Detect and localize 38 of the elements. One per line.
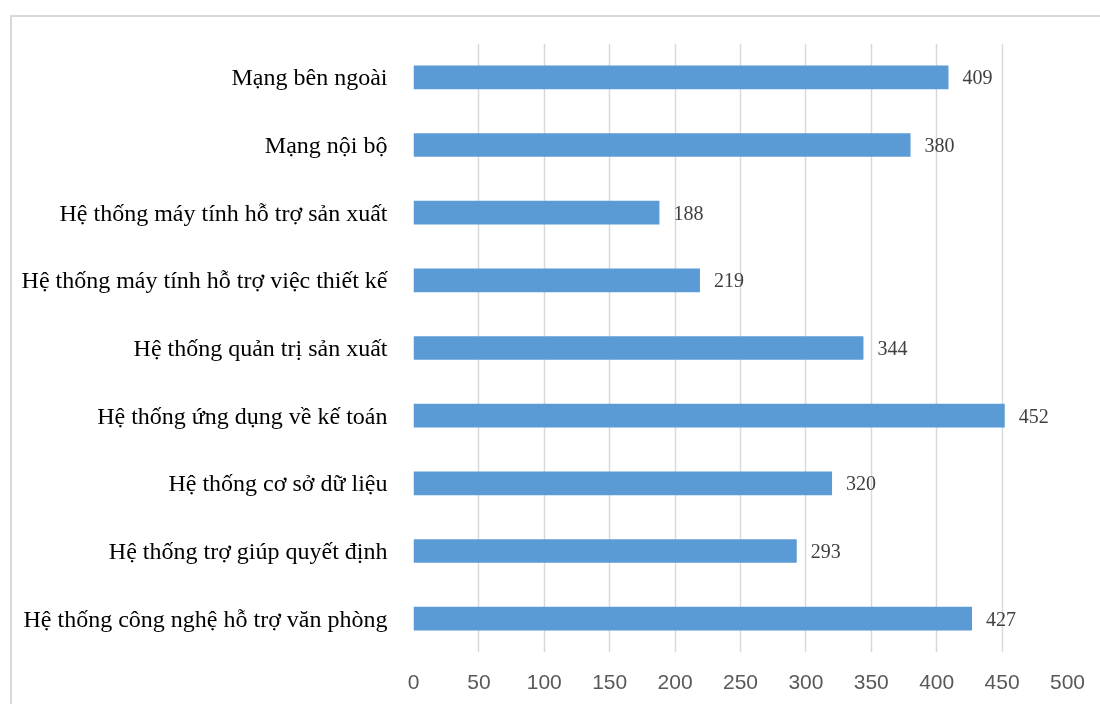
bar (413, 65, 949, 90)
x-tick-label: 250 (722, 669, 759, 693)
data-label: 219 (713, 269, 744, 292)
x-tick-label: 200 (657, 669, 693, 693)
y-tick-label: Hệ thống quản trị sản xuất (133, 335, 388, 361)
x-tick-label: 350 (853, 669, 889, 693)
bar (413, 471, 833, 496)
data-label: 293 (810, 540, 841, 562)
bar (413, 606, 973, 631)
data-label: 344 (877, 337, 908, 359)
x-tick-label: 150 (592, 669, 628, 693)
data-label: 452 (1018, 404, 1049, 427)
bar (413, 133, 911, 157)
bar (413, 336, 864, 360)
y-tick-label: Mạng nội bộ (264, 132, 388, 158)
bar (413, 200, 660, 225)
y-tick-label: Hệ thống trợ giúp quyết định (108, 538, 388, 564)
y-tick-label: Hệ thống máy tính hỗ trợ việc thiết kế (21, 267, 389, 294)
bar (413, 539, 797, 563)
bar (413, 268, 700, 293)
y-tick-label: Hệ thống công nghệ hỗ trợ văn phòng (23, 605, 388, 632)
x-tick-label: 400 (919, 669, 955, 693)
data-label: 427 (986, 607, 1017, 630)
data-label: 188 (673, 201, 704, 224)
y-tick-label: Mạng bên ngoài (231, 64, 388, 91)
x-tick-label: 500 (1049, 669, 1086, 693)
data-label: 380 (924, 134, 955, 156)
x-tick-label: 300 (788, 669, 824, 693)
x-tick-label: 450 (984, 669, 1020, 693)
y-tick-label: Hệ thống máy tính hỗ trợ sản xuất (59, 199, 388, 226)
bar (413, 403, 1005, 428)
y-tick-label: Hệ thống ứng dụng về kế toán (97, 402, 388, 429)
y-tick-label: Hệ thống cơ sở dữ liệu (168, 470, 388, 497)
data-label: 409 (962, 66, 993, 89)
x-tick-label: 0 (407, 669, 420, 693)
data-label: 320 (846, 472, 877, 495)
x-tick-label: 100 (526, 669, 562, 693)
x-tick-label: 50 (467, 669, 491, 693)
